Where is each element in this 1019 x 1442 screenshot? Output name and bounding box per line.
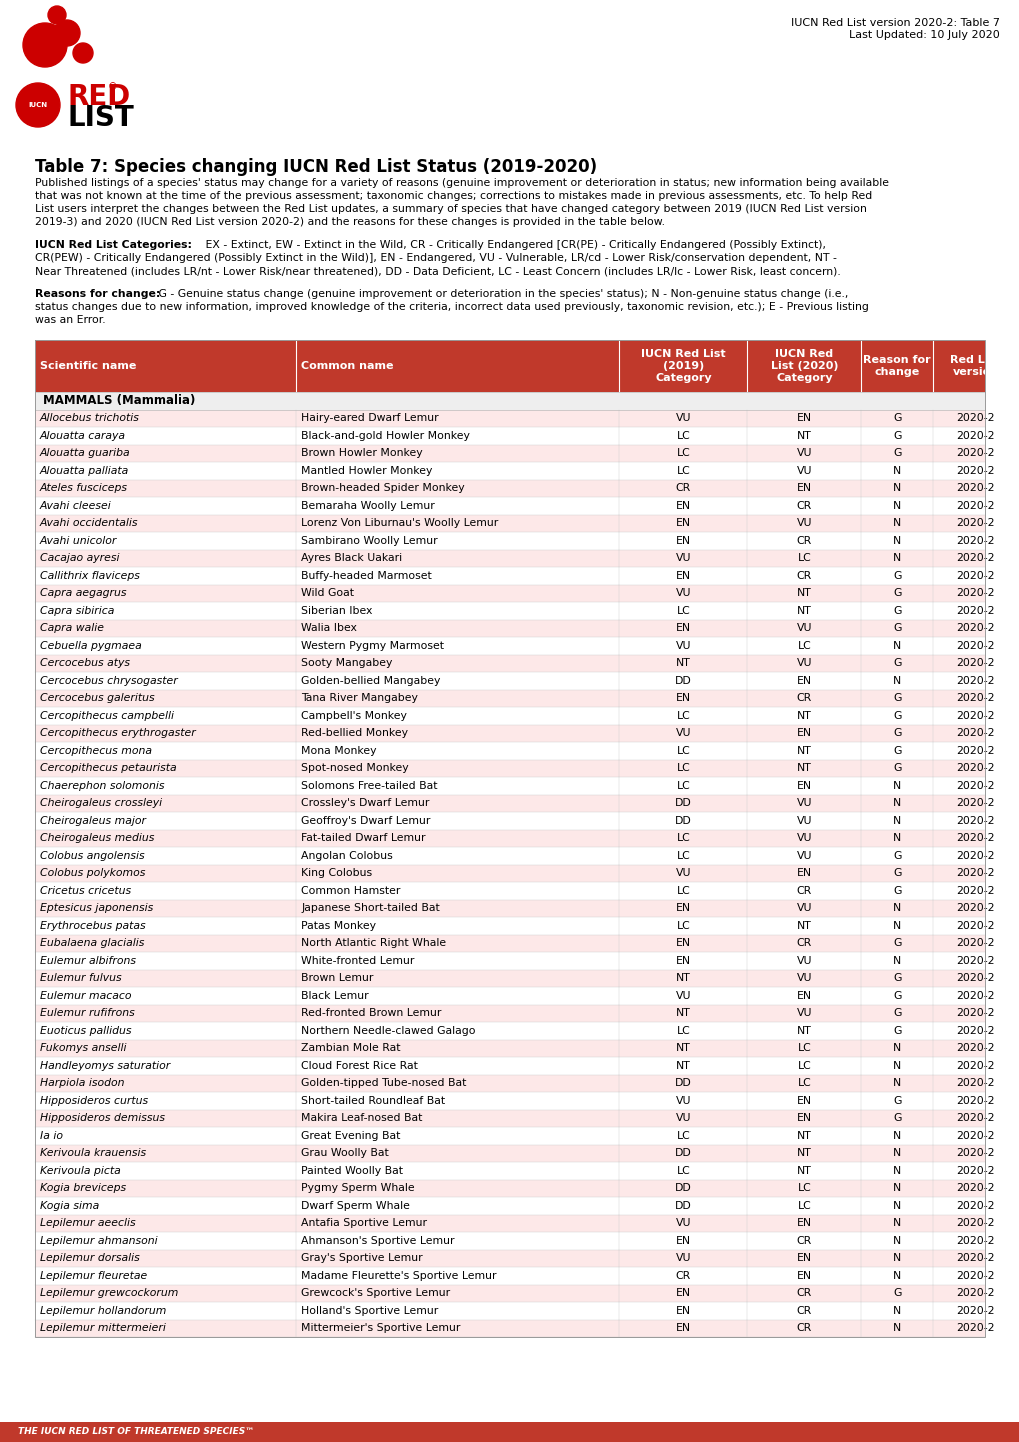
Text: G: G: [892, 1096, 901, 1106]
Text: Table 7: Species changing IUCN Red List Status (2019-2020): Table 7: Species changing IUCN Red List …: [35, 159, 596, 176]
Bar: [35, 1074, 984, 1092]
Text: LC: LC: [676, 606, 690, 616]
Text: Eptesicus japonensis: Eptesicus japonensis: [40, 903, 153, 913]
Text: Holland's Sportive Lemur: Holland's Sportive Lemur: [301, 1306, 438, 1315]
Text: Buffy-headed Marmoset: Buffy-headed Marmoset: [301, 571, 432, 581]
Text: Grau Woolly Bat: Grau Woolly Bat: [301, 1148, 388, 1158]
Text: Callithrix flaviceps: Callithrix flaviceps: [40, 571, 140, 581]
Text: Golden-tipped Tube-nosed Bat: Golden-tipped Tube-nosed Bat: [301, 1079, 466, 1089]
Text: Hipposideros demissus: Hipposideros demissus: [40, 1113, 165, 1123]
Text: Common Hamster: Common Hamster: [301, 885, 400, 895]
Text: VU: VU: [675, 728, 691, 738]
Text: N: N: [892, 1218, 901, 1229]
Text: EN: EN: [676, 571, 690, 581]
Text: N: N: [892, 799, 901, 809]
Text: VU: VU: [675, 1096, 691, 1106]
Text: LC: LC: [676, 1165, 690, 1175]
Text: Scientific name: Scientific name: [40, 360, 137, 371]
Text: Makira Leaf-nosed Bat: Makira Leaf-nosed Bat: [301, 1113, 422, 1123]
Text: N: N: [892, 1253, 901, 1263]
Text: EN: EN: [796, 676, 811, 686]
Bar: [35, 1302, 984, 1319]
Text: Solomons Free-tailed Bat: Solomons Free-tailed Bat: [301, 780, 437, 790]
Text: Cheirogaleus medius: Cheirogaleus medius: [40, 833, 154, 844]
Text: EN: EN: [796, 728, 811, 738]
Text: 2020-2: 2020-2: [956, 658, 994, 668]
Text: VU: VU: [796, 956, 811, 966]
Text: 2020-2: 2020-2: [956, 763, 994, 773]
Text: 2020-2: 2020-2: [956, 1165, 994, 1175]
Text: King Colobus: King Colobus: [301, 868, 372, 878]
Text: IUCN Red
List (2020)
Category: IUCN Red List (2020) Category: [770, 349, 838, 384]
Text: DD: DD: [675, 676, 691, 686]
Text: VU: VU: [796, 1008, 811, 1018]
Text: Alouatta guariba: Alouatta guariba: [40, 448, 130, 459]
Bar: [35, 392, 984, 410]
Text: 2020-2: 2020-2: [956, 868, 994, 878]
Text: Fat-tailed Dwarf Lemur: Fat-tailed Dwarf Lemur: [301, 833, 425, 844]
Bar: [35, 1231, 984, 1250]
Text: N: N: [892, 780, 901, 790]
Text: Cheirogaleus major: Cheirogaleus major: [40, 816, 146, 826]
Text: DD: DD: [675, 1148, 691, 1158]
Text: Cercocebus galeritus: Cercocebus galeritus: [40, 694, 155, 704]
Text: Lepilemur aeeclis: Lepilemur aeeclis: [40, 1218, 136, 1229]
Text: G: G: [892, 694, 901, 704]
Text: N: N: [892, 640, 901, 650]
Text: Lepilemur grewcockorum: Lepilemur grewcockorum: [40, 1288, 178, 1298]
Text: 2020-2: 2020-2: [956, 973, 994, 983]
Text: Madame Fleurette's Sportive Lemur: Madame Fleurette's Sportive Lemur: [301, 1270, 496, 1280]
Text: 2020-2: 2020-2: [956, 431, 994, 441]
Text: EN: EN: [796, 483, 811, 493]
Text: Japanese Short-tailed Bat: Japanese Short-tailed Bat: [301, 903, 439, 913]
Text: VU: VU: [675, 1218, 691, 1229]
Text: G: G: [892, 1288, 901, 1298]
Bar: [35, 969, 984, 986]
Text: LC: LC: [676, 833, 690, 844]
Text: Geoffroy's Dwarf Lemur: Geoffroy's Dwarf Lemur: [301, 816, 430, 826]
Text: 2020-2: 2020-2: [956, 1324, 994, 1334]
Text: Ateles fusciceps: Ateles fusciceps: [40, 483, 127, 493]
Text: VU: VU: [796, 903, 811, 913]
Text: G: G: [892, 851, 901, 861]
Circle shape: [54, 20, 79, 46]
Text: Colobus polykomos: Colobus polykomos: [40, 868, 146, 878]
Text: Avahi occidentalis: Avahi occidentalis: [40, 518, 139, 528]
Text: 2020-2: 2020-2: [956, 554, 994, 564]
Text: G: G: [892, 711, 901, 721]
Text: EN: EN: [796, 1096, 811, 1106]
Bar: [35, 1250, 984, 1268]
Text: status changes due to new information, improved knowledge of the criteria, incor: status changes due to new information, i…: [35, 301, 868, 311]
Text: Cercopithecus petaurista: Cercopithecus petaurista: [40, 763, 176, 773]
Text: LC: LC: [676, 763, 690, 773]
Text: 2020-2: 2020-2: [956, 799, 994, 809]
Text: VU: VU: [675, 1253, 691, 1263]
Text: EN: EN: [676, 956, 690, 966]
Text: Lepilemur mittermeieri: Lepilemur mittermeieri: [40, 1324, 166, 1334]
Text: DD: DD: [675, 1079, 691, 1089]
Text: Patas Monkey: Patas Monkey: [301, 921, 376, 930]
Text: DD: DD: [675, 799, 691, 809]
Text: Black-and-gold Howler Monkey: Black-and-gold Howler Monkey: [301, 431, 470, 441]
Text: G: G: [892, 431, 901, 441]
Text: Lepilemur fleuretae: Lepilemur fleuretae: [40, 1270, 147, 1280]
Text: MAMMALS (Mammalia): MAMMALS (Mammalia): [43, 394, 196, 407]
Text: G: G: [892, 1025, 901, 1035]
Text: 2020-2: 2020-2: [956, 885, 994, 895]
Bar: [35, 1022, 984, 1040]
Circle shape: [23, 23, 67, 66]
Text: LC: LC: [676, 885, 690, 895]
Bar: [35, 1057, 984, 1074]
Text: White-fronted Lemur: White-fronted Lemur: [301, 956, 414, 966]
Bar: [35, 986, 984, 1005]
Text: G - Genuine status change (genuine improvement or deterioration in the species' : G - Genuine status change (genuine impro…: [155, 288, 848, 298]
Text: Cebuella pygmaea: Cebuella pygmaea: [40, 640, 142, 650]
Text: N: N: [892, 1201, 901, 1211]
Circle shape: [48, 6, 66, 25]
Bar: [35, 532, 984, 549]
Text: Ahmanson's Sportive Lemur: Ahmanson's Sportive Lemur: [301, 1236, 454, 1246]
Text: Crossley's Dwarf Lemur: Crossley's Dwarf Lemur: [301, 799, 429, 809]
Text: LC: LC: [676, 1025, 690, 1035]
Bar: [35, 883, 984, 900]
Text: EN: EN: [796, 780, 811, 790]
